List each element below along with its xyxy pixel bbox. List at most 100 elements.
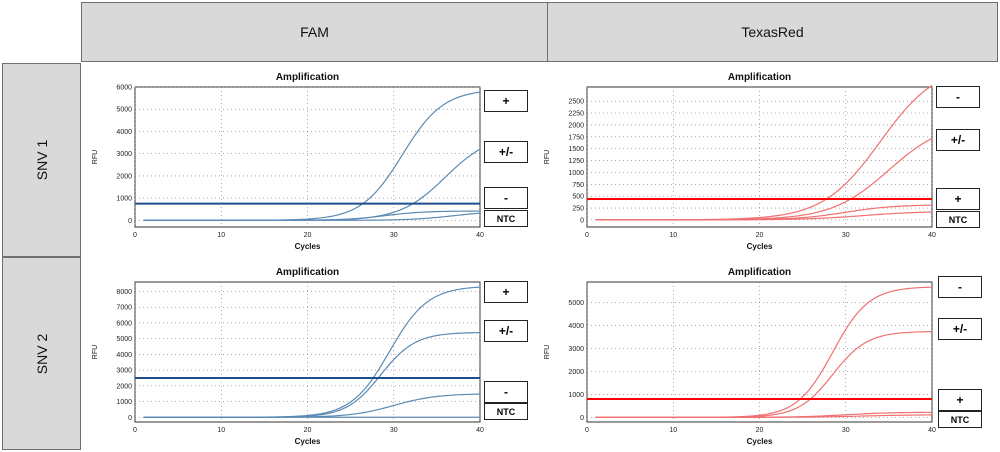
y-axis-label: RFU (92, 345, 99, 359)
curve-label: +/- (936, 129, 980, 151)
y-tick-label: 1250 (568, 158, 584, 165)
y-tick-label: 1000 (116, 196, 132, 203)
curve-label: + (936, 188, 980, 210)
y-tick-label: 5000 (568, 300, 584, 307)
curve-label: +/- (938, 318, 982, 340)
curve-label: + (484, 281, 528, 303)
column-header-texasred: TexasRed (547, 2, 998, 62)
y-tick-label: 1000 (116, 399, 132, 406)
chart-snv2-texasred: Amplification 0 10 20 30 40 0 1000 2000 3000 4000 5… (544, 267, 936, 446)
x-tick-label: 0 (585, 427, 589, 434)
y-tick-label: 1000 (568, 170, 584, 177)
x-tick-label: 0 (133, 427, 137, 434)
chart-title: Amplification (276, 267, 339, 278)
chart-snv1-fam: Amplification 0 10 20 30 40 0 1000 2000 3000 4000 5… (92, 72, 484, 251)
y-tick-label: 7000 (116, 305, 132, 312)
y-tick-label: 6000 (116, 320, 132, 327)
curve-label: NTC (938, 411, 982, 428)
y-tick-label: 2000 (568, 369, 584, 376)
x-tick-label: 20 (756, 427, 764, 434)
x-tick-label: 30 (842, 427, 850, 434)
y-tick-label: 1750 (568, 134, 584, 141)
y-axis-label: RFU (544, 150, 551, 164)
curve-label: - (936, 86, 980, 108)
curve-label: - (484, 187, 528, 209)
y-tick-label: 5000 (116, 107, 132, 114)
curve-label: NTC (936, 211, 980, 228)
curve-label: NTC (484, 210, 528, 227)
row-header-snv1: SNV 1 (2, 63, 81, 257)
column-header-fam: FAM (81, 2, 548, 62)
y-tick-label: 3000 (116, 151, 132, 158)
x-tick-label: 40 (928, 427, 936, 434)
column-header-fam-label: FAM (300, 24, 329, 40)
x-tick-label: 0 (585, 232, 589, 239)
x-tick-label: 10 (217, 427, 225, 434)
x-tick-label: 10 (217, 232, 225, 239)
y-tick-label: 750 (572, 182, 584, 189)
chart-snv1-texasred: Amplification 0 10 20 30 40 0 250 500 750 1000 1250… (544, 72, 936, 251)
x-tick-label: 10 (669, 232, 677, 239)
amplification-curve (595, 414, 933, 419)
x-axis-label: Cycles (295, 242, 321, 251)
y-tick-label: 2000 (116, 383, 132, 390)
curve-label: +/- (484, 141, 528, 163)
y-tick-label: 4000 (116, 129, 132, 136)
y-tick-label: 2000 (116, 173, 132, 180)
y-tick-label: 0 (128, 415, 132, 422)
y-tick-label: 0 (580, 217, 584, 224)
x-tick-label: 40 (476, 427, 484, 434)
x-tick-label: 40 (476, 232, 484, 239)
curve-label: - (938, 276, 982, 298)
chart-title: Amplification (728, 267, 791, 278)
y-tick-label: 0 (128, 218, 132, 225)
amplification-curve (595, 211, 933, 221)
row-header-snv2: SNV 2 (2, 257, 81, 450)
y-tick-label: 5000 (116, 336, 132, 343)
x-tick-label: 30 (390, 427, 398, 434)
y-tick-label: 250 (572, 206, 584, 213)
curve-label: - (484, 381, 528, 403)
y-tick-label: 1500 (568, 146, 584, 153)
y-tick-label: 2500 (568, 99, 584, 106)
curve-label: NTC (484, 403, 528, 420)
x-tick-label: 20 (304, 232, 312, 239)
column-header-texasred-label: TexasRed (741, 24, 804, 40)
x-tick-label: 20 (756, 232, 764, 239)
x-axis-label: Cycles (747, 242, 773, 251)
y-tick-label: 0 (580, 415, 584, 422)
x-axis-label: Cycles (747, 437, 773, 446)
chart-title: Amplification (276, 72, 339, 83)
chart-panel-snv1-fam: Amplification 0 10 20 30 40 0 1000 2000 3000 4000 5… (88, 66, 528, 256)
amplification-curve (143, 212, 481, 221)
chart-panel-snv2-fam: Amplification 0 10 20 30 40 0 1000 2000 3000 4000 5… (88, 261, 528, 451)
y-tick-label: 4000 (568, 323, 584, 330)
chart-snv2-fam: Amplification 0 10 20 30 40 0 1000 2000 3000 4000 5… (92, 267, 484, 446)
curve-label: + (938, 389, 982, 411)
x-tick-label: 30 (842, 232, 850, 239)
chart-panel-snv1-texasred: Amplification 0 10 20 30 40 0 250 500 750 1000 1250… (540, 66, 980, 256)
y-tick-label: 500 (572, 194, 584, 201)
curve-label: + (484, 90, 528, 112)
x-tick-label: 40 (928, 232, 936, 239)
x-tick-label: 10 (669, 427, 677, 434)
y-axis-label: RFU (92, 150, 99, 164)
chart-panel-snv2-texasred: Amplification 0 10 20 30 40 0 1000 2000 3000 4000 5… (540, 261, 980, 451)
y-tick-label: 8000 (116, 289, 132, 296)
y-tick-label: 3000 (568, 346, 584, 353)
y-axis-label: RFU (544, 345, 551, 359)
x-tick-label: 0 (133, 232, 137, 239)
chart-title: Amplification (728, 72, 791, 83)
y-tick-label: 4000 (116, 352, 132, 359)
x-tick-label: 30 (390, 232, 398, 239)
y-tick-label: 2250 (568, 111, 584, 118)
x-tick-label: 20 (304, 427, 312, 434)
y-tick-label: 1000 (568, 392, 584, 399)
row-header-snv1-label: SNV 1 (33, 139, 50, 181)
y-tick-label: 2000 (568, 122, 584, 129)
curve-label: +/- (484, 320, 528, 342)
x-axis-label: Cycles (295, 437, 321, 446)
row-header-snv2-label: SNV 2 (33, 333, 50, 374)
y-tick-label: 6000 (116, 85, 132, 92)
y-tick-label: 3000 (116, 368, 132, 375)
